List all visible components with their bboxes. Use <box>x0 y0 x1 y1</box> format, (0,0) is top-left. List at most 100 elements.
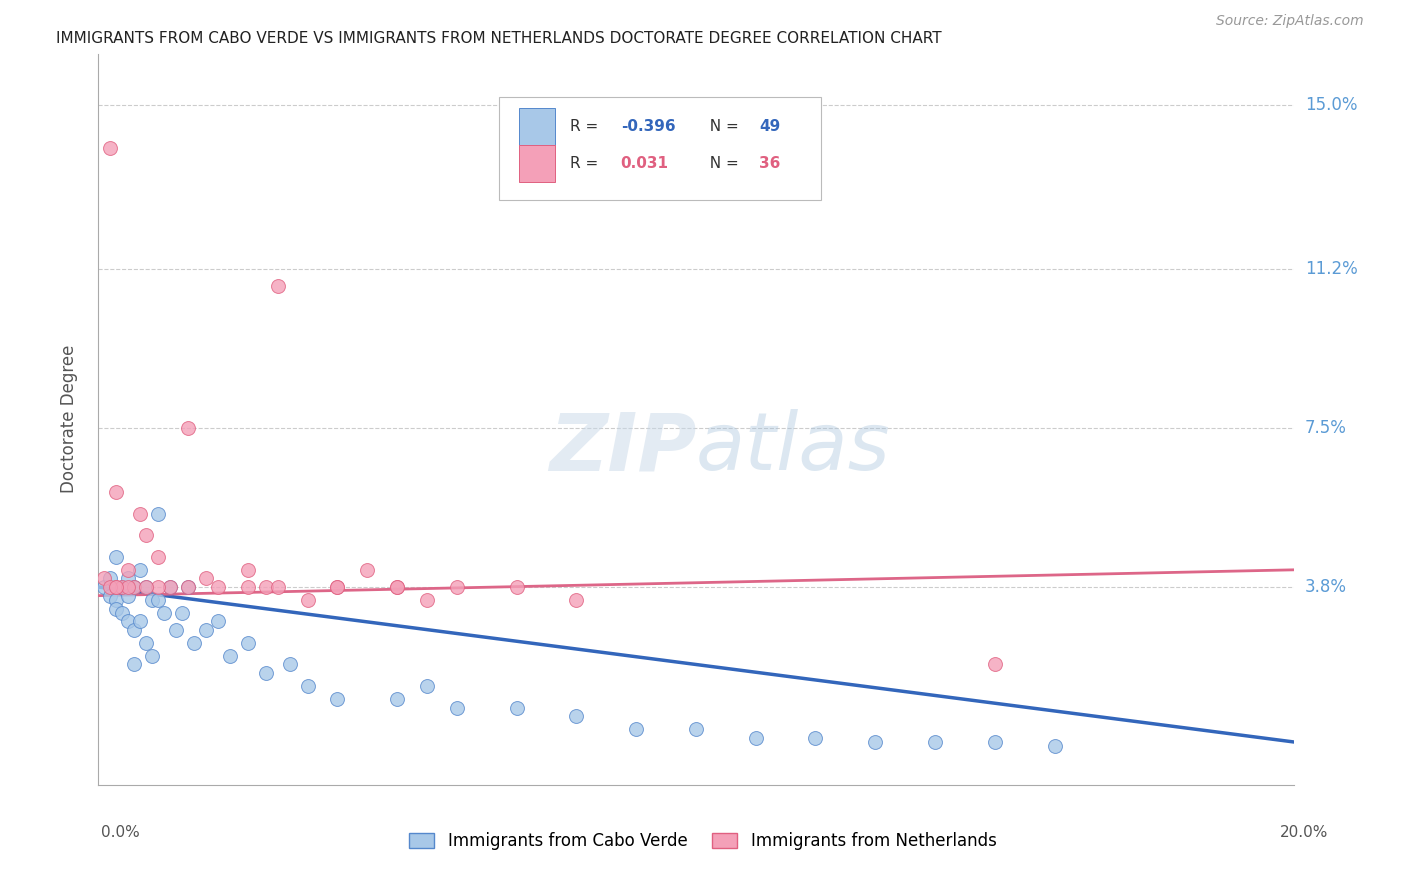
Legend: Immigrants from Cabo Verde, Immigrants from Netherlands: Immigrants from Cabo Verde, Immigrants f… <box>402 826 1004 857</box>
Point <box>111 580 134 594</box>
Point <box>356 563 378 577</box>
Point <box>254 580 277 594</box>
Point <box>93 580 115 594</box>
Text: N =: N = <box>700 156 744 170</box>
Text: 11.2%: 11.2% <box>1305 260 1357 277</box>
Text: N =: N = <box>700 120 744 134</box>
Point <box>267 278 290 293</box>
Point <box>141 593 163 607</box>
Point <box>254 666 277 681</box>
Text: 15.0%: 15.0% <box>1305 96 1357 114</box>
Point <box>326 580 349 594</box>
Text: Source: ZipAtlas.com: Source: ZipAtlas.com <box>1216 14 1364 28</box>
Point <box>297 679 319 693</box>
Point <box>124 580 146 594</box>
Point <box>105 593 128 607</box>
Point <box>924 735 946 749</box>
Point <box>385 580 409 594</box>
Point <box>984 657 1007 672</box>
Point <box>236 563 259 577</box>
Text: 0.031: 0.031 <box>620 156 669 170</box>
Point <box>804 731 827 745</box>
Point <box>93 571 115 585</box>
Point <box>148 549 170 564</box>
Point <box>98 589 122 603</box>
Point <box>135 636 157 650</box>
Text: atlas: atlas <box>696 409 891 488</box>
FancyBboxPatch shape <box>519 109 555 145</box>
Point <box>165 623 187 637</box>
Point <box>105 580 128 594</box>
Point <box>385 580 409 594</box>
Point <box>565 709 588 723</box>
Point <box>148 580 170 594</box>
Point <box>416 593 439 607</box>
Point <box>105 485 128 500</box>
Point <box>626 722 648 736</box>
Y-axis label: Doctorate Degree: Doctorate Degree <box>59 345 77 493</box>
Point <box>105 601 128 615</box>
Point <box>124 623 146 637</box>
Point <box>117 615 139 629</box>
FancyBboxPatch shape <box>519 145 555 182</box>
Point <box>148 593 170 607</box>
Point <box>117 563 139 577</box>
Point <box>153 606 176 620</box>
Point <box>506 700 529 714</box>
Point <box>129 615 152 629</box>
Point <box>506 580 529 594</box>
Point <box>159 580 181 594</box>
Point <box>98 580 122 594</box>
Point <box>135 528 157 542</box>
Point <box>416 679 439 693</box>
Point <box>135 580 157 594</box>
Point <box>1043 739 1066 754</box>
Point <box>98 571 122 585</box>
Point <box>105 580 128 594</box>
Text: 3.8%: 3.8% <box>1305 578 1347 596</box>
Point <box>177 580 200 594</box>
Point <box>326 580 349 594</box>
Point <box>105 549 128 564</box>
Point <box>267 580 290 594</box>
Point <box>195 623 218 637</box>
Text: R =: R = <box>571 120 603 134</box>
Point <box>129 507 152 521</box>
Text: 49: 49 <box>759 120 780 134</box>
Point <box>124 580 146 594</box>
Text: 7.5%: 7.5% <box>1305 419 1347 437</box>
Point <box>865 735 887 749</box>
Point <box>159 580 181 594</box>
Text: ZIP: ZIP <box>548 409 696 488</box>
Point <box>297 593 319 607</box>
Text: 20.0%: 20.0% <box>1281 825 1329 839</box>
Point <box>124 657 146 672</box>
Point <box>984 735 1007 749</box>
Point <box>446 700 468 714</box>
Text: 36: 36 <box>759 156 780 170</box>
Point <box>207 580 229 594</box>
Point <box>177 421 200 435</box>
Text: R =: R = <box>571 156 603 170</box>
Point <box>148 507 170 521</box>
Text: 0.0%: 0.0% <box>101 825 141 839</box>
Point <box>141 648 163 663</box>
Text: IMMIGRANTS FROM CABO VERDE VS IMMIGRANTS FROM NETHERLANDS DOCTORATE DEGREE CORRE: IMMIGRANTS FROM CABO VERDE VS IMMIGRANTS… <box>56 31 942 46</box>
Point <box>385 692 409 706</box>
Point <box>326 692 349 706</box>
Point <box>278 657 301 672</box>
Point <box>207 615 229 629</box>
Point <box>177 580 200 594</box>
Point <box>183 636 205 650</box>
Point <box>195 571 218 585</box>
Point <box>129 563 152 577</box>
Point <box>135 580 157 594</box>
Text: -0.396: -0.396 <box>620 120 675 134</box>
Point <box>111 606 134 620</box>
Point <box>565 593 588 607</box>
Point <box>172 606 194 620</box>
Point <box>236 636 259 650</box>
Point <box>98 141 122 155</box>
Point <box>745 731 768 745</box>
Point <box>446 580 468 594</box>
